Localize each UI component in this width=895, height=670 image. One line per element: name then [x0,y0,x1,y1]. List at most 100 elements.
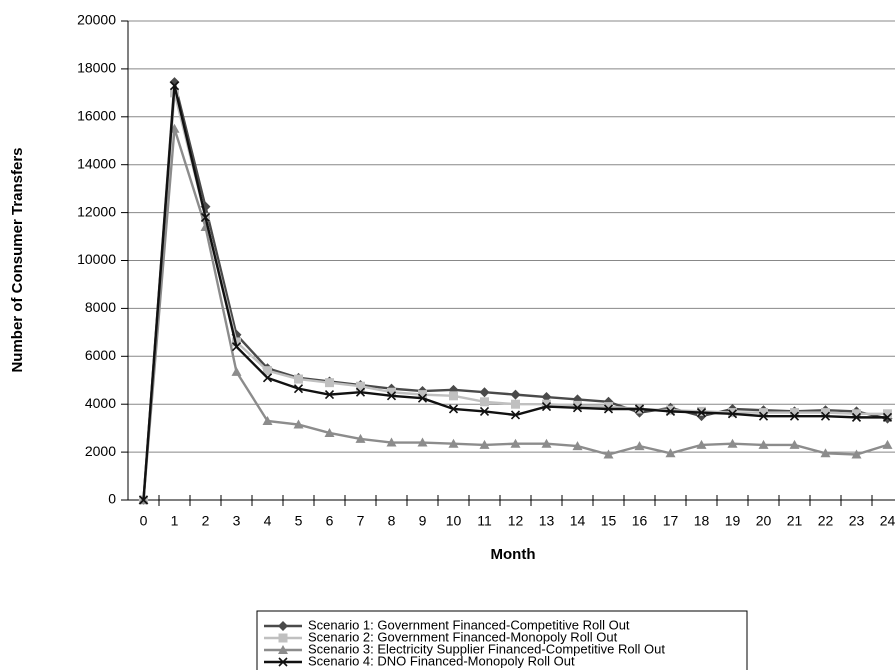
data-point [356,381,365,391]
data-point [417,393,428,403]
x-tick-label: 4 [264,513,272,529]
y-tick-label: 12000 [77,203,116,219]
data-point [479,406,490,416]
y-tick-label: 10000 [77,251,116,267]
data-point [758,439,769,449]
x-tick-label: 0 [140,513,148,529]
data-point [417,437,428,447]
data-point [696,408,707,418]
data-point [479,387,490,398]
data-point [727,409,738,419]
data-point [449,391,458,401]
x-tick-label: 3 [233,513,241,529]
data-point [138,495,149,505]
data-point [510,389,521,400]
legend-marker [278,621,288,631]
x-tick-label: 6 [326,513,334,529]
legend-label: Scenario 1: Government Financed-Competit… [308,617,630,632]
data-point [386,437,397,447]
data-point [572,403,583,413]
data-point [542,399,551,409]
data-point [324,427,335,437]
data-point [603,449,614,459]
data-point [759,408,768,418]
data-point [231,342,242,352]
data-point [262,415,273,425]
legend-marker [278,633,288,643]
x-tick-label: 11 [477,513,492,529]
legend-label: Scenario 3: Electricity Supplier Finance… [308,641,665,656]
data-point [448,438,459,448]
data-point [665,448,676,458]
x-tick-label: 20 [756,513,772,529]
data-point [572,441,583,451]
y-tick-label: 6000 [85,347,116,363]
data-point [882,439,893,449]
data-point [603,404,614,414]
y-tick-label: 0 [108,491,116,507]
legend-label: Scenario 4: DNO Financed-Monopoly Roll O… [308,653,575,668]
data-point [851,412,862,422]
data-point [262,373,273,383]
data-point [790,408,799,418]
data-point [820,448,831,458]
data-point [634,441,645,451]
data-point [541,438,552,448]
x-tick-label: 16 [632,513,648,529]
data-point [293,419,304,429]
x-tick-label: 13 [539,513,555,529]
data-point [573,400,582,410]
data-point [882,412,893,422]
legend-box [256,610,748,670]
data-point [480,397,489,407]
data-point [387,387,396,397]
x-tick-label: 15 [601,513,617,529]
data-point [294,374,303,384]
data-point [634,404,645,414]
data-point [821,408,830,418]
data-point [510,438,521,448]
x-tick-label: 22 [818,513,834,529]
x-tick-label: 9 [419,513,427,529]
x-axis-label: Month [491,546,536,563]
x-tick-label: 12 [508,513,524,529]
y-tick-label: 18000 [77,60,116,76]
x-tick-label: 19 [725,513,741,529]
data-point [541,392,552,403]
legend-label: Scenario 2: Government Financed-Monopoly… [308,629,618,644]
data-point [758,411,769,421]
data-point [355,387,366,397]
x-tick-label: 18 [694,513,710,529]
series-line [142,81,888,501]
legend-marker [278,645,288,654]
x-tick-label: 1 [171,513,179,529]
data-point [665,406,676,416]
data-point [851,449,862,459]
data-point [883,409,892,419]
data-point [604,402,613,412]
data-point [727,438,738,448]
y-tick-label: 8000 [85,299,116,315]
data-point [293,384,304,394]
x-tick-label: 7 [357,513,365,529]
data-point [789,439,800,449]
data-point [696,439,707,449]
data-point [386,391,397,401]
y-tick-label: 14000 [77,155,116,171]
data-point [789,411,800,421]
x-tick-label: 24 [880,513,895,529]
y-axis-label: Number of Consumer Transfers [9,147,26,372]
x-tick-label: 2 [202,513,210,529]
x-tick-label: 23 [849,513,865,529]
y-tick-label: 4000 [85,395,116,411]
y-tick-label: 20000 [77,12,116,28]
data-point [418,390,427,400]
data-point [263,366,272,376]
y-tick-label: 2000 [85,443,116,459]
x-tick-label: 10 [446,513,462,529]
x-tick-label: 14 [570,513,586,529]
data-point [169,81,180,91]
x-tick-label: 5 [295,513,303,529]
data-point [355,433,366,443]
